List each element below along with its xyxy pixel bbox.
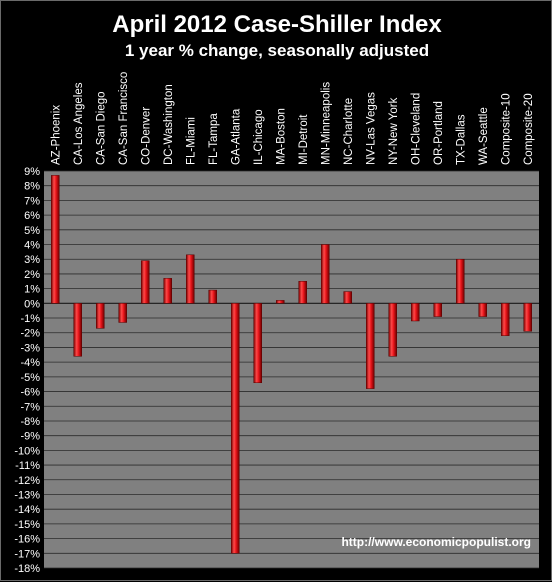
category-label: CO-Denver [140,107,152,165]
y-tick-label: -18% [14,563,40,575]
y-tick-label: -13% [14,489,40,501]
bar [456,258,465,304]
category-label: CA-San Francisco [118,72,130,165]
bar [343,291,352,304]
bar [321,244,330,304]
y-tick-label: -15% [14,519,40,531]
y-tick-label: -10% [14,445,40,457]
category-label: OR-Portland [433,101,445,165]
bar [73,303,82,357]
bar [96,303,105,329]
category-label: MA-Boston [275,108,287,165]
category-label: IL-Chicago [253,109,265,165]
y-tick-label: -3% [20,342,40,354]
bar [163,278,172,304]
chart-title: April 2012 Case-Shiller Index [112,11,442,38]
y-tick-label: -7% [20,401,40,413]
category-label: FL-Miami [185,117,197,165]
y-tick-label: -11% [15,460,40,472]
y-tick-label: 4% [24,240,40,252]
category-label: NY-New York [388,97,400,165]
bar [523,303,532,332]
category-label: GA-Atlanta [230,108,242,165]
bar [388,303,397,357]
bar [478,303,487,317]
category-label: NC-Charlotte [343,98,355,165]
y-tick-label: -5% [20,372,40,384]
y-tick-label: 0% [24,298,40,310]
y-tick-label: -17% [14,548,40,560]
y-tick-label: -4% [20,357,40,369]
category-label: AZ-Phoenix [50,105,62,165]
bar [253,303,262,383]
category-labels: AZ-Phoenix CA-Los Angeles CA-San Diego CA-S… [50,72,535,165]
y-tick-label: -1% [20,313,40,325]
category-label: CA-San Diego [95,91,107,165]
bar [208,289,217,304]
category-label: DC-Washington [163,84,175,165]
category-label: WA-Seattle [478,107,490,165]
bars [51,175,532,554]
bar [118,303,127,323]
y-tick-label: 7% [24,195,40,207]
y-tick-label: -9% [20,431,40,443]
category-label: NV-Las Vegas [365,92,377,165]
y-tick-label: 3% [24,254,40,266]
y-tick-label: -12% [14,475,40,487]
y-tick-label: 1% [24,284,40,296]
y-tick-label: 6% [24,210,40,222]
y-tick-label: -14% [14,504,40,516]
bar [433,303,442,317]
category-label: TX-Dallas [455,114,467,165]
y-tick-label: -6% [20,387,40,399]
y-tick-label: 8% [24,181,40,193]
category-label: OH-Cleveland [410,93,422,165]
plot-area [44,171,539,568]
y-tick-label: -2% [20,328,40,340]
bar [51,175,60,304]
y-tick-label: 5% [24,225,40,237]
bar [366,303,375,389]
bar [298,281,307,304]
category-label: Composite-10 [500,93,512,165]
bar [186,254,195,304]
category-label: FL-Tampa [208,113,220,165]
category-label: MN-Minneapolis [320,82,332,165]
bar [231,303,240,554]
chart-subtitle: 1 year % change, seasonally adjusted [124,41,430,60]
bar [501,303,510,336]
source-label: http://www.economicpopulist.org [341,535,531,549]
y-tick-label: -16% [14,534,40,546]
bar [276,300,285,304]
y-axis-tick-labels: 9% 8% 7% 6% 5% 4% 3% 2% 1% 0% -1% -2% -3% -4% -5% -6% -7… [14,166,40,575]
bar [141,260,150,304]
y-tick-label: 9% [24,166,40,178]
category-label: CA-Los Angeles [73,82,85,165]
category-label: Composite-20 [523,93,535,165]
category-label: MI-Detroit [298,114,310,165]
y-tick-label: -8% [20,416,40,428]
y-tick-label: 2% [24,269,40,281]
bar [411,303,420,322]
